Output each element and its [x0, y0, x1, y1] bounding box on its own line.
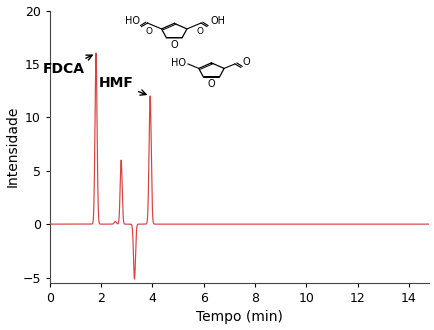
Y-axis label: Intensidade: Intensidade [6, 106, 20, 187]
Text: O: O [207, 80, 215, 89]
Text: O: O [196, 27, 203, 36]
Text: OH: OH [210, 16, 224, 26]
Text: HO: HO [125, 16, 139, 26]
Text: HO: HO [171, 57, 185, 68]
Text: HMF: HMF [98, 76, 146, 95]
Text: O: O [170, 40, 178, 50]
Text: O: O [145, 27, 152, 36]
Text: FDCA: FDCA [43, 55, 92, 76]
X-axis label: Tempo (min): Tempo (min) [196, 311, 283, 324]
Text: O: O [242, 57, 250, 67]
